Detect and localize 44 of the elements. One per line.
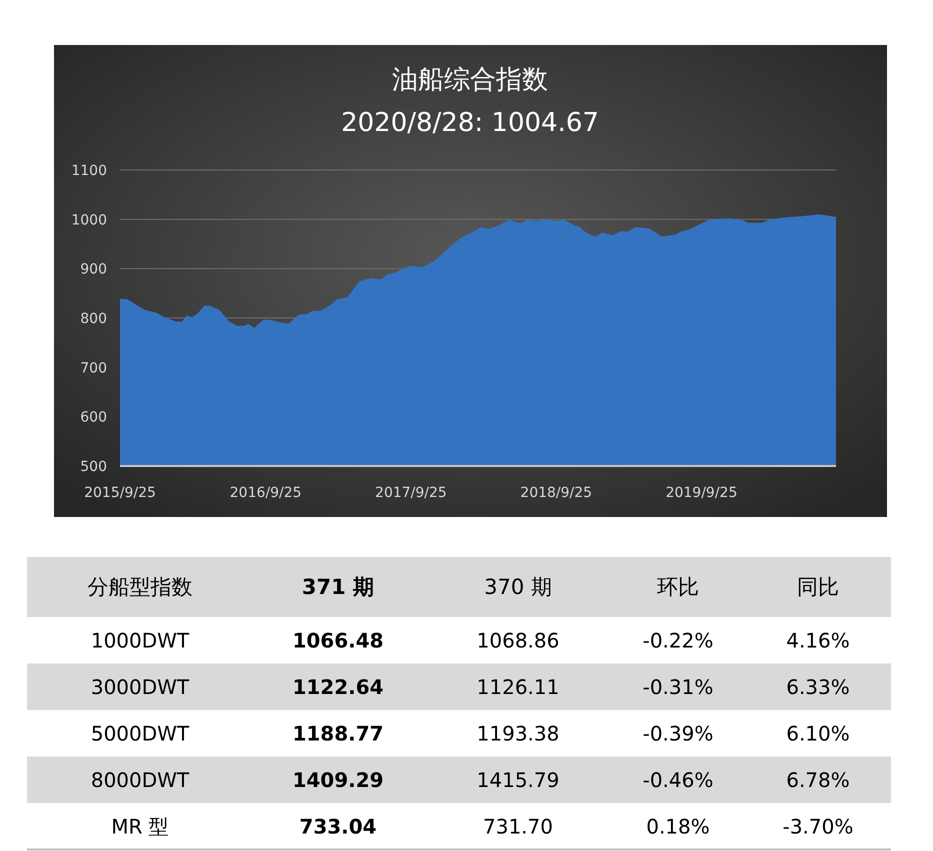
text: 1188.77 <box>292 721 384 746</box>
text: 0.18% <box>646 814 710 838</box>
text: 370 期 <box>484 575 552 599</box>
text: 8000DWT <box>90 768 190 792</box>
x-tick-label: 2018/9/25 <box>520 485 592 501</box>
text: 4.16% <box>786 628 850 652</box>
text: 371 期 <box>302 575 374 599</box>
y-tick-label: 500 <box>80 459 107 475</box>
x-tick-label: 2015/9/25 <box>84 485 156 501</box>
x-tick-label: 2016/9/25 <box>230 485 302 501</box>
text: -0.22% <box>642 628 714 652</box>
text: 1066.48 <box>292 628 384 652</box>
text: -3.70% <box>782 814 854 838</box>
text: MR 型 <box>111 814 169 838</box>
text: 5000DWT <box>90 721 190 746</box>
text: -0.39% <box>642 721 714 746</box>
x-tick-label: 2019/9/25 <box>666 485 738 501</box>
text: 6.33% <box>786 674 850 699</box>
text: 6.10% <box>786 721 850 746</box>
y-tick-label: 900 <box>80 262 107 278</box>
text: 1068.86 <box>476 628 560 652</box>
text: 1000DWT <box>90 628 190 652</box>
text: 1122.64 <box>292 674 384 699</box>
text: -0.46% <box>642 768 714 792</box>
text: 1193.38 <box>476 721 560 746</box>
chart-title: 油船综合指数 <box>392 65 548 95</box>
y-tick-label: 1100 <box>71 163 107 179</box>
y-tick-label: 700 <box>80 360 107 376</box>
text: 1409.29 <box>292 768 384 792</box>
text: 同比 <box>797 575 839 599</box>
text: 731.70 <box>483 814 553 838</box>
text: 733.04 <box>299 814 377 838</box>
text: 1126.11 <box>476 674 560 699</box>
chart-subtitle: 2020/8/28: 1004.67 <box>341 108 599 138</box>
text: 环比 <box>657 575 699 599</box>
y-tick-label: 600 <box>80 410 107 426</box>
text: -0.31% <box>642 674 714 699</box>
text: 分船型指数 <box>88 575 192 599</box>
y-tick-label: 800 <box>80 311 107 327</box>
x-tick-label: 2017/9/25 <box>375 485 447 501</box>
text: 3000DWT <box>90 674 190 699</box>
y-tick-label: 1000 <box>71 212 107 228</box>
text: 6.78% <box>786 768 850 792</box>
text: 1415.79 <box>476 768 560 792</box>
